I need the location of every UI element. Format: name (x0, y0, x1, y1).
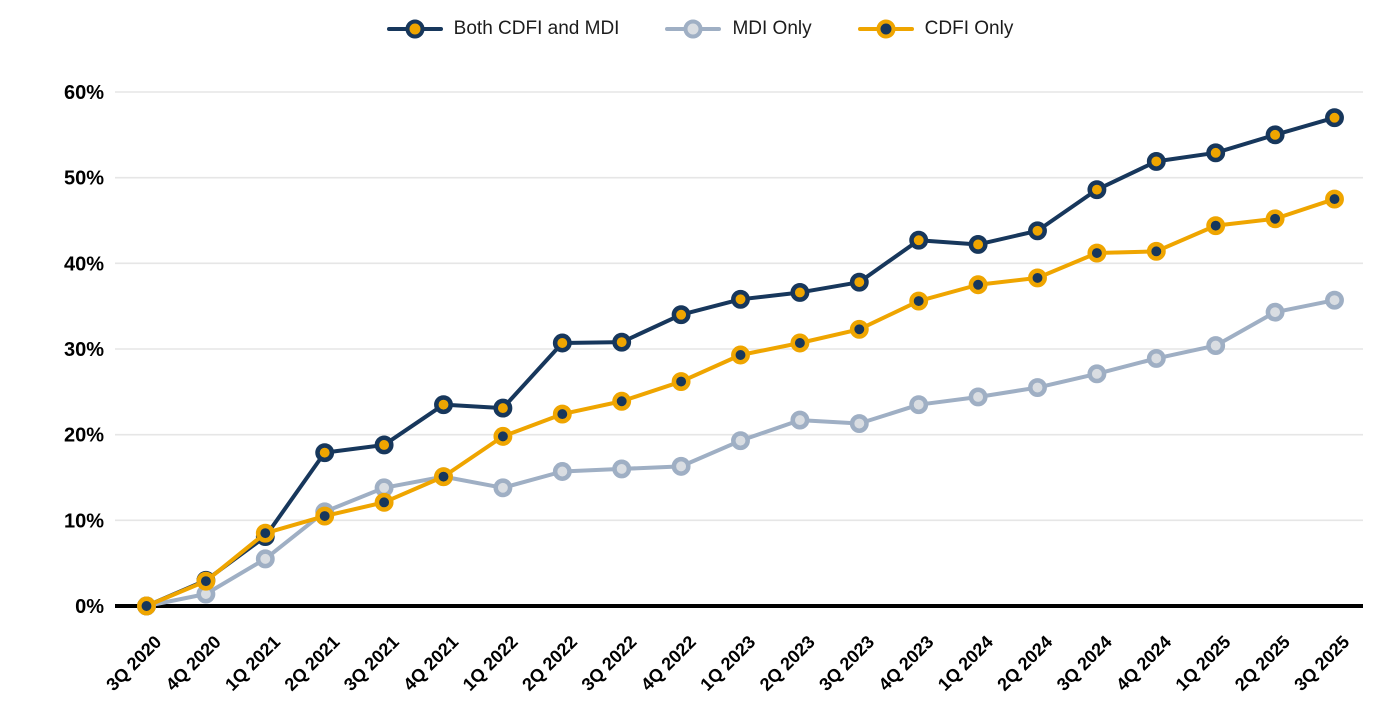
data-point-both-cdfi-and-mdi (1206, 143, 1226, 163)
legend-marker-icon (405, 19, 425, 39)
data-point-mdi-only (1028, 378, 1047, 397)
data-point-cdfi-only (909, 291, 929, 311)
legend-label: CDFI Only (924, 18, 1014, 39)
data-point-mdi-only (1206, 336, 1226, 356)
data-point-both-cdfi-and-mdi (1146, 151, 1166, 171)
x-tick-label: 3Q 2022 (578, 632, 641, 695)
legend-line-swatch (857, 19, 914, 39)
data-point-both-cdfi-and-mdi (849, 272, 869, 292)
data-point-both-cdfi-and-mdi (552, 333, 572, 353)
data-point-mdi-only (968, 387, 988, 407)
data-point-cdfi-only (493, 426, 513, 446)
data-point-both-cdfi-and-mdi (315, 443, 335, 463)
data-point-cdfi-only (434, 467, 453, 487)
data-point-cdfi-only (374, 492, 394, 512)
x-tick-label: 1Q 2024 (934, 632, 997, 695)
data-point-cdfi-only (790, 333, 810, 353)
x-tick-label: 3Q 2021 (340, 632, 403, 695)
data-point-both-cdfi-and-mdi (374, 435, 394, 455)
y-tick-label: 40% (64, 253, 104, 275)
legend-label: MDI Only (732, 18, 812, 39)
legend-line-swatch (386, 19, 443, 39)
legend-label: Both CDFI and MDI (453, 18, 620, 39)
data-point-cdfi-only (731, 345, 750, 365)
data-point-mdi-only (849, 414, 869, 433)
data-point-mdi-only (493, 478, 513, 498)
data-point-cdfi-only (196, 571, 216, 591)
data-point-cdfi-only (671, 372, 691, 392)
y-tick-label: 0% (75, 596, 104, 618)
data-point-cdfi-only (315, 506, 335, 526)
data-point-mdi-only (612, 459, 632, 479)
data-point-cdfi-only (137, 596, 156, 616)
data-point-cdfi-only (1265, 209, 1285, 229)
legend-marker-icon (683, 19, 703, 39)
data-point-mdi-only (909, 395, 929, 415)
data-point-cdfi-only (1146, 241, 1166, 261)
x-tick-label: 2Q 2025 (1231, 632, 1294, 695)
data-point-both-cdfi-and-mdi (909, 230, 929, 250)
data-point-mdi-only (1265, 302, 1285, 322)
data-point-mdi-only (255, 549, 275, 569)
y-tick-label: 30% (64, 339, 104, 361)
y-tick-label: 20% (64, 425, 104, 447)
data-point-mdi-only (552, 462, 572, 481)
data-point-both-cdfi-and-mdi (968, 235, 988, 254)
data-point-cdfi-only (1087, 243, 1107, 263)
x-tick-label: 2Q 2021 (281, 632, 344, 695)
chart-legend: Both CDFI and MDI MDI Only CDFI Only (0, 18, 1400, 40)
legend-item-both-cdfi-and-mdi: Both CDFI and MDI (386, 18, 620, 40)
data-point-both-cdfi-and-mdi (1325, 108, 1344, 128)
x-tick-label: 3Q 2025 (1290, 632, 1353, 695)
data-point-mdi-only (731, 431, 750, 451)
x-tick-label: 4Q 2023 (875, 632, 938, 695)
legend-marker-icon (876, 19, 896, 39)
x-tick-label: 2Q 2024 (993, 632, 1056, 695)
data-point-cdfi-only (1028, 268, 1047, 288)
x-tick-label: 4Q 2022 (637, 632, 700, 695)
y-tick-label: 60% (64, 82, 104, 104)
y-tick-label: 50% (64, 168, 104, 190)
x-tick-label: 3Q 2023 (815, 632, 878, 695)
x-tick-label: 2Q 2023 (756, 632, 819, 695)
legend-item-mdi-only: MDI Only (665, 18, 812, 40)
data-point-both-cdfi-and-mdi (671, 305, 691, 325)
data-point-cdfi-only (612, 391, 632, 411)
data-point-mdi-only (671, 456, 691, 476)
x-tick-label: 1Q 2023 (696, 632, 759, 695)
x-tick-label: 1Q 2021 (221, 632, 284, 695)
data-point-both-cdfi-and-mdi (493, 398, 513, 418)
data-point-cdfi-only (968, 275, 988, 295)
data-point-mdi-only (1146, 348, 1166, 368)
x-tick-label: 4Q 2020 (162, 632, 225, 695)
data-point-mdi-only (1325, 290, 1344, 310)
x-tick-label: 4Q 2024 (1112, 632, 1175, 695)
data-point-cdfi-only (1325, 189, 1344, 209)
data-point-mdi-only (374, 478, 394, 498)
data-point-cdfi-only (552, 404, 572, 424)
data-point-cdfi-only (849, 319, 869, 339)
legend-item-cdfi-only: CDFI Only (857, 18, 1014, 40)
data-point-both-cdfi-and-mdi (1028, 221, 1047, 241)
data-point-both-cdfi-and-mdi (790, 283, 810, 302)
y-tick-label: 10% (64, 510, 104, 532)
data-point-both-cdfi-and-mdi (434, 395, 453, 415)
x-tick-label: 1Q 2025 (1172, 632, 1235, 695)
x-tick-label: 4Q 2021 (399, 632, 462, 695)
data-point-both-cdfi-and-mdi (1265, 125, 1285, 145)
data-point-mdi-only (1087, 364, 1107, 384)
x-tick-label: 3Q 2020 (102, 632, 165, 695)
x-tick-label: 2Q 2022 (518, 632, 581, 695)
x-tick-label: 1Q 2022 (459, 632, 522, 695)
data-point-cdfi-only (255, 523, 275, 543)
data-point-both-cdfi-and-mdi (1087, 180, 1107, 200)
data-point-both-cdfi-and-mdi (731, 289, 750, 309)
data-point-cdfi-only (1206, 216, 1226, 236)
x-tick-label: 3Q 2024 (1053, 632, 1116, 695)
data-point-both-cdfi-and-mdi (612, 332, 632, 352)
legend-line-swatch (665, 19, 722, 39)
data-point-mdi-only (790, 410, 810, 430)
